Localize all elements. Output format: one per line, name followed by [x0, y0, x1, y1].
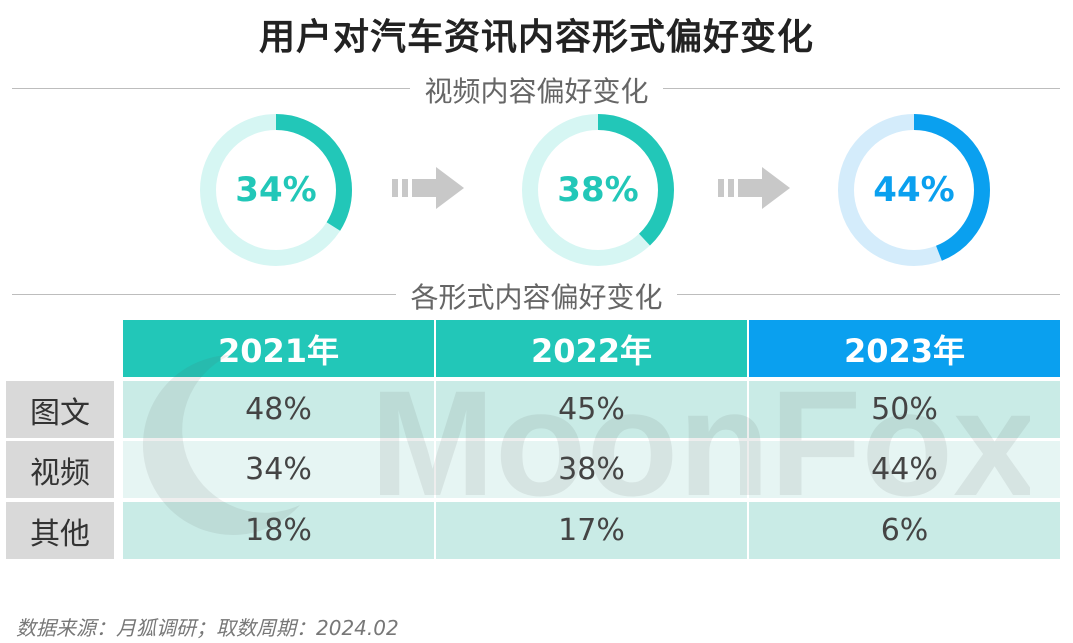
table-cell: 34%: [123, 441, 434, 498]
column-header-2021: 2021年: [123, 320, 434, 377]
chart-title: 用户对汽车资讯内容形式偏好变化: [258, 17, 814, 58]
donut-2023-value: 44%: [873, 170, 955, 210]
section-label-video-text: 视频内容偏好变化: [410, 75, 663, 108]
donut-2022-value: 38%: [557, 170, 639, 210]
donut-2021-ring: [200, 114, 352, 266]
donut-arc: [200, 114, 352, 266]
donut-arc: [838, 114, 990, 266]
section-label-format-text: 各形式内容偏好变化: [396, 281, 677, 314]
section-label-format: 各形式内容偏好变化: [0, 276, 1073, 316]
donut-2021-value: 34%: [235, 170, 317, 210]
section-label-video: 视频内容偏好变化: [0, 70, 1073, 110]
arrow-icon: [716, 163, 796, 213]
row-label-other: 其他: [6, 502, 114, 559]
table-cell: 48%: [123, 381, 434, 438]
donut-2022: 38%: [518, 110, 678, 270]
table-cell: 18%: [123, 502, 434, 559]
arrow-icon: [390, 163, 470, 213]
table-cell: 6%: [749, 502, 1060, 559]
donut-2023: 44%: [834, 110, 994, 270]
donut-2021: 34%: [196, 110, 356, 270]
table-cell: 38%: [436, 441, 747, 498]
table-cell: 45%: [436, 381, 747, 438]
donut-arc: [522, 114, 674, 266]
source-note: 数据来源：月狐调研；取数周期：2024.02: [16, 616, 399, 640]
table-cell: 17%: [436, 502, 747, 559]
table-cell: 44%: [749, 441, 1060, 498]
donut-2022-ring: [522, 114, 674, 266]
column-header-2023: 2023年: [749, 320, 1060, 377]
row-label-image-text: 图文: [6, 381, 114, 438]
donut-2023-ring: [838, 114, 990, 266]
row-label-video: 视频: [6, 441, 114, 498]
donut-row: 34% 38% 44%: [0, 100, 1073, 280]
column-header-2022: 2022年: [436, 320, 747, 377]
table-cell: 50%: [749, 381, 1060, 438]
